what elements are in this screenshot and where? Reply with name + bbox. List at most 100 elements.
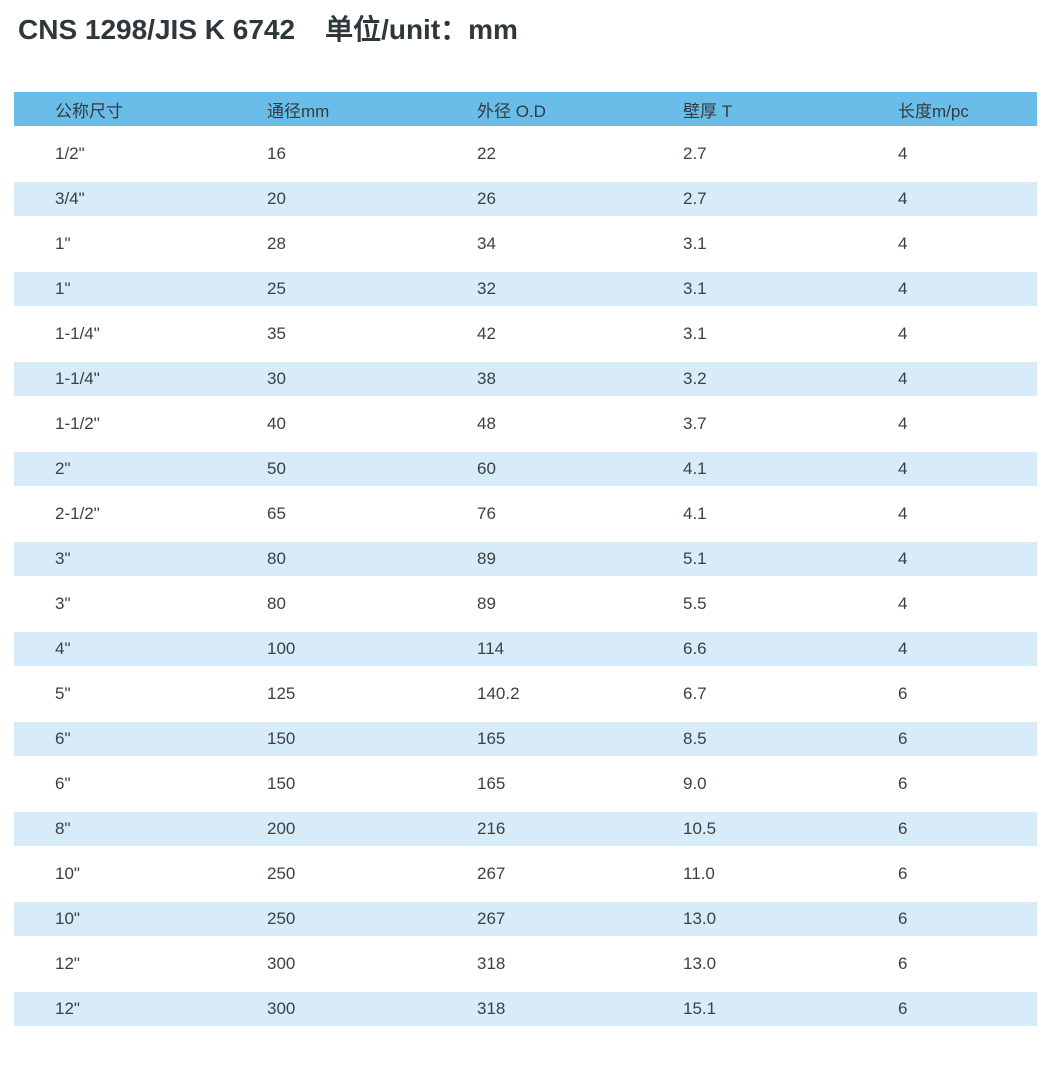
cell-wall-thickness: 3.7 — [683, 414, 707, 433]
cell-bore-diameter: 100 — [226, 632, 436, 666]
page-title: CNS 1298/JIS K 6742 单位/unit：mm — [18, 10, 1057, 50]
cell-nominal-size: 8" — [14, 812, 226, 846]
cell-outer-diameter: 267 — [436, 902, 642, 936]
cell-length: 4 — [857, 542, 1037, 576]
cell-bore-diameter: 300 — [267, 954, 296, 973]
cell-outer-diameter: 216 — [436, 812, 642, 846]
cell-length: 6 — [898, 864, 908, 883]
unit-label: 单位/unit：mm — [325, 14, 518, 45]
table-row: 8" 200 216 10.5 6 — [14, 812, 1037, 846]
cell-length: 4 — [857, 452, 1037, 486]
cell-wall-thickness: 13.0 — [642, 902, 857, 936]
pipe-spec-table: 公称尺寸 通径mm 外径 O.D 壁厚 T 长度m/pc 1/2" 16 22 … — [14, 81, 1037, 1037]
cell-nominal-size: 10" — [14, 902, 226, 936]
cell-nominal-size: 6" — [14, 722, 226, 756]
cell-outer-diameter: 26 — [436, 182, 642, 216]
table-row: 6" 150 165 9.0 6 — [14, 767, 1037, 801]
cell-wall-thickness: 3.2 — [642, 362, 857, 396]
cell-bore-diameter: 150 — [226, 722, 436, 756]
cell-outer-diameter: 22 — [477, 144, 496, 163]
cell-wall-thickness: 15.1 — [642, 992, 857, 1026]
cell-bore-diameter: 200 — [226, 812, 436, 846]
cell-wall-thickness: 6.7 — [683, 684, 707, 703]
cell-length: 4 — [857, 632, 1037, 666]
table-row: 1" 25 32 3.1 4 — [14, 272, 1037, 306]
table-row: 10" 250 267 11.0 6 — [14, 857, 1037, 891]
cell-length: 6 — [898, 774, 908, 793]
table-row: 2" 50 60 4.1 4 — [14, 452, 1037, 486]
cell-length: 6 — [857, 992, 1037, 1026]
cell-outer-diameter: 89 — [477, 594, 496, 613]
cell-outer-diameter: 76 — [477, 504, 496, 523]
cell-wall-thickness: 2.7 — [642, 182, 857, 216]
cell-outer-diameter: 89 — [436, 542, 642, 576]
cell-wall-thickness: 10.5 — [642, 812, 857, 846]
cell-outer-diameter: 140.2 — [477, 684, 520, 703]
cell-nominal-size: 1" — [14, 272, 226, 306]
cell-length: 4 — [898, 414, 908, 433]
cell-nominal-size: 1-1/4" — [14, 362, 226, 396]
table-row: 1/2" 16 22 2.7 4 — [14, 137, 1037, 171]
table-row: 2-1/2" 65 76 4.1 4 — [14, 497, 1037, 531]
cell-length: 4 — [898, 504, 908, 523]
cell-wall-thickness: 8.5 — [642, 722, 857, 756]
column-header-bore-diameter: 通径mm — [226, 92, 436, 126]
cell-length: 6 — [898, 954, 908, 973]
table-row: 6" 150 165 8.5 6 — [14, 722, 1037, 756]
cell-length: 6 — [898, 684, 908, 703]
cell-bore-diameter: 300 — [226, 992, 436, 1026]
table-row: 12" 300 318 15.1 6 — [14, 992, 1037, 1026]
cell-bore-diameter: 25 — [226, 272, 436, 306]
cell-bore-diameter: 65 — [267, 504, 286, 523]
column-header-length: 长度m/pc — [857, 92, 1037, 126]
cell-wall-thickness: 3.1 — [683, 324, 707, 343]
cell-bore-diameter: 40 — [267, 414, 286, 433]
cell-nominal-size: 12" — [55, 954, 80, 973]
cell-wall-thickness: 5.5 — [683, 594, 707, 613]
cell-nominal-size: 12" — [14, 992, 226, 1026]
cell-bore-diameter: 35 — [267, 324, 286, 343]
cell-length: 4 — [898, 234, 908, 253]
cell-nominal-size: 1-1/2" — [55, 414, 100, 433]
cell-wall-thickness: 5.1 — [642, 542, 857, 576]
cell-outer-diameter: 42 — [477, 324, 496, 343]
cell-wall-thickness: 9.0 — [683, 774, 707, 793]
cell-bore-diameter: 125 — [267, 684, 296, 703]
cell-nominal-size: 3/4" — [14, 182, 226, 216]
cell-nominal-size: 1/2" — [55, 144, 85, 163]
cell-nominal-size: 3" — [14, 542, 226, 576]
column-header-outer-diameter: 外径 O.D — [436, 92, 642, 126]
cell-bore-diameter: 16 — [267, 144, 286, 163]
cell-outer-diameter: 165 — [477, 774, 506, 793]
cell-outer-diameter: 114 — [436, 632, 642, 666]
cell-outer-diameter: 38 — [436, 362, 642, 396]
cell-length: 4 — [857, 272, 1037, 306]
cell-nominal-size: 5" — [55, 684, 71, 703]
column-header-nominal-size: 公称尺寸 — [14, 92, 226, 126]
cell-length: 6 — [857, 812, 1037, 846]
cell-wall-thickness: 3.1 — [683, 234, 707, 253]
table-row: 1-1/4" 30 38 3.2 4 — [14, 362, 1037, 396]
spec-table-body: 1/2" 16 22 2.7 4 3/4" 20 26 2.7 4 1" 28 … — [14, 137, 1037, 1026]
cell-length: 6 — [857, 722, 1037, 756]
table-row: 3" 80 89 5.5 4 — [14, 587, 1037, 621]
table-row: 4" 100 114 6.6 4 — [14, 632, 1037, 666]
cell-nominal-size: 1" — [55, 234, 71, 253]
table-row: 1-1/4" 35 42 3.1 4 — [14, 317, 1037, 351]
cell-wall-thickness: 4.1 — [642, 452, 857, 486]
standard-code-label: CNS 1298/JIS K 6742 — [18, 14, 296, 45]
cell-bore-diameter: 250 — [226, 902, 436, 936]
table-row: 12" 300 318 13.0 6 — [14, 947, 1037, 981]
table-header: 公称尺寸 通径mm 外径 O.D 壁厚 T 长度m/pc — [14, 92, 1037, 126]
cell-outer-diameter: 32 — [436, 272, 642, 306]
cell-bore-diameter: 250 — [267, 864, 296, 883]
cell-length: 4 — [857, 362, 1037, 396]
cell-bore-diameter: 28 — [267, 234, 286, 253]
cell-outer-diameter: 48 — [477, 414, 496, 433]
cell-nominal-size: 6" — [55, 774, 71, 793]
table-row: 1-1/2" 40 48 3.7 4 — [14, 407, 1037, 441]
cell-outer-diameter: 318 — [477, 954, 506, 973]
cell-outer-diameter: 60 — [436, 452, 642, 486]
cell-outer-diameter: 267 — [477, 864, 506, 883]
